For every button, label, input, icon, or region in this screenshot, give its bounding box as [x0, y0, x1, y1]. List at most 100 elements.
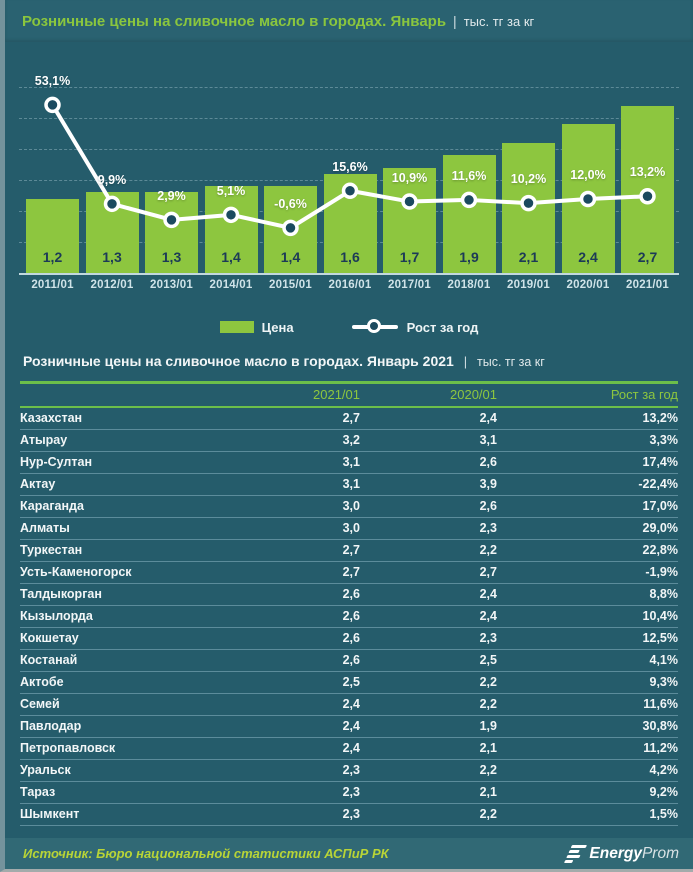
table-units: тыс. тг за кг — [476, 355, 545, 369]
growth-label-2011/01: 53,1% — [34, 73, 71, 88]
price-legend-swatch — [219, 321, 254, 333]
bar-value-label: 1,7 — [399, 248, 420, 265]
price-2020-cell: 2,2 — [360, 803, 497, 826]
price-2021-cell: 3,1 — [220, 451, 360, 474]
price-2021-cell: 2,6 — [220, 627, 360, 650]
price-2021-cell: 3,0 — [220, 495, 360, 518]
city-cell: Усть-Каменогорск — [20, 561, 220, 584]
logo-text-light: Prom — [641, 844, 679, 862]
growth-marker-2015/01 — [282, 219, 299, 237]
col-header-growth: Рост за год — [497, 381, 678, 408]
price-2020-cell: 3,1 — [360, 429, 497, 452]
price-2020-cell: 2,2 — [360, 671, 497, 694]
growth-line-layer — [44, 96, 656, 237]
table-row: Уральск 2,3 2,2 4,2% — [20, 759, 678, 782]
growth-cell: 13,2% — [642, 411, 678, 425]
bar-value-label: 2,1 — [518, 248, 539, 265]
x-axis-label-2012/01: 2012/01 — [90, 279, 134, 291]
bar-value-label: 1,9 — [459, 248, 479, 265]
chart-units: тыс. тг за кг — [463, 13, 535, 29]
table-row: Казахстан 2,7 2,4 13,2% — [20, 407, 678, 430]
table-row: Туркестан 2,7 2,2 22,8% — [20, 539, 678, 562]
price-2021-cell: 3,1 — [220, 473, 360, 496]
growth-cell: -22,4% — [497, 473, 678, 496]
price-2021-cell: 2,6 — [220, 605, 360, 628]
city-cell: Актау — [20, 473, 220, 496]
price-2021-cell: 2,7 — [220, 539, 360, 562]
growth-cell: 8,8% — [497, 583, 678, 606]
city-cell: Уральск — [20, 759, 220, 782]
x-axis-label-2015/01: 2015/01 — [269, 279, 312, 291]
bar-value-label: 1,3 — [102, 248, 122, 265]
bar-value-label: 1,4 — [221, 248, 241, 265]
col-header-2020: 2020/01 — [360, 381, 497, 408]
x-axis-label-2021/01: 2021/01 — [626, 279, 669, 291]
price-2020-cell: 2,5 — [360, 649, 497, 672]
energyprom-logo-icon — [564, 844, 588, 863]
growth-label-2020/01: 12,0% — [570, 168, 606, 183]
price-2021-cell: 2,6 — [220, 583, 360, 606]
growth-label-2019/01: 10,2% — [510, 172, 547, 187]
col-header-2021: 2021/01 — [220, 381, 360, 408]
growth-cell: 22,8% — [497, 539, 678, 562]
price-2020-cell: 2,3 — [360, 627, 497, 650]
growth-marker-2014/01 — [222, 206, 240, 224]
price-2021-cell: 2,4 — [220, 715, 360, 738]
growth-cell: 11,2% — [497, 737, 678, 760]
table-header: 2021/01 2020/01 Рост за год — [20, 381, 678, 408]
price-2020-cell: 2,2 — [360, 539, 497, 562]
growth-marker-2019/01 — [520, 194, 537, 212]
bar-value-label: 1,2 — [42, 248, 63, 265]
price-bar-2014/01: 1,4 — [204, 186, 258, 273]
city-cell: Тараз — [20, 781, 220, 804]
x-axis-label-2016/01: 2016/01 — [328, 279, 372, 291]
price-bar-2011/01: 1,2 — [26, 198, 79, 273]
city-cell: Актобе — [20, 671, 220, 694]
growth-marker-2020/01 — [579, 190, 597, 208]
price-2021-cell: 2,3 — [220, 781, 360, 804]
table-row: Актобе 2,5 2,2 9,3% — [20, 671, 678, 694]
city-cell: Нур-Султан — [20, 451, 220, 474]
growth-label-2013/01: 2,9% — [157, 188, 186, 203]
bar-value-label: 2,4 — [578, 248, 598, 265]
table-row: Актау 3,1 3,9 -22,4% — [20, 473, 678, 496]
city-cell: Караганда — [20, 495, 220, 518]
price-2021-cell: 2,3 — [220, 803, 360, 826]
city-cell: Петропавловск — [20, 737, 220, 760]
table-row: Тараз 2,3 2,1 9,2% — [20, 781, 678, 804]
growth-marker-2021/01 — [639, 188, 656, 205]
growth-label-2016/01: 15,6% — [332, 159, 368, 174]
city-cell: Кызылорда — [20, 605, 220, 628]
city-cell: Туркестан — [20, 539, 220, 562]
growth-label-2017/01: 10,9% — [391, 170, 428, 185]
price-2021-cell: 3,0 — [220, 517, 360, 540]
price-2020-cell: 2,2 — [360, 693, 497, 716]
table-row: Семей 2,4 2,2 11,6% — [20, 693, 678, 716]
legend-item-price: Цена — [219, 319, 294, 335]
growth-cell: 3,3% — [497, 429, 678, 452]
price-2021-cell: 2,3 — [220, 759, 360, 782]
price-2020-cell: 2,1 — [360, 737, 497, 760]
source-note: Источник: Бюро национальной статистики А… — [23, 846, 389, 861]
price-2020-cell: 2,7 — [360, 561, 497, 584]
title-separator: | — [453, 13, 457, 29]
energyprom-logo: EnergyProm — [564, 844, 679, 863]
chart-title: Розничные цены на сливочное масло в горо… — [22, 12, 447, 30]
growth-label-2015/01: -0,6% — [274, 196, 307, 211]
price-2020-cell: 2,3 — [360, 517, 497, 540]
x-axis-label-2019/01: 2019/01 — [507, 279, 550, 291]
table-row: Павлодар 2,4 1,9 30,8% — [20, 715, 678, 738]
city-cell: Павлодар — [20, 715, 220, 738]
bar-value-label: 1,4 — [280, 248, 301, 265]
table-title-text: Розничные цены на сливочное масло в горо… — [23, 353, 454, 369]
footer: Источник: Бюро национальной статистики А… — [5, 838, 693, 869]
table-row: Нур-Султан 3,1 2,6 17,4% — [20, 451, 678, 474]
growth-label-2014/01: 5,1% — [216, 183, 246, 198]
price-2020-cell: 2,2 — [360, 759, 497, 782]
legend-item-growth: Рост за год — [351, 319, 478, 335]
gridline — [19, 149, 679, 150]
growth-marker-2017/01 — [401, 193, 418, 210]
price-legend-label: Цена — [261, 319, 294, 335]
table-row: Усть-Каменогорск 2,7 2,7 -1,9% — [20, 561, 678, 584]
price-2020-cell: 2,4 — [479, 411, 497, 425]
